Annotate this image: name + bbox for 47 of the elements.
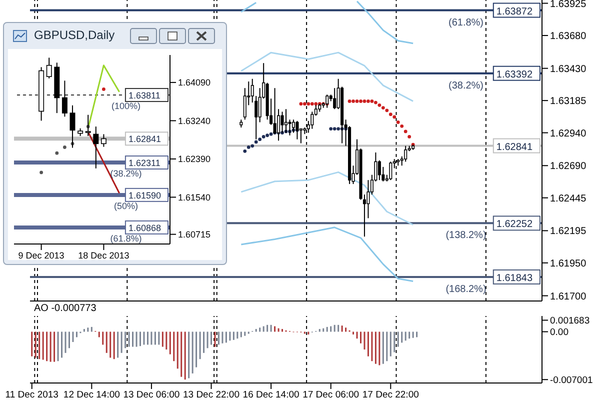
x-tick-label: 11 Dec 2013 (5, 390, 58, 400)
x-tick-label: 9 Dec 2013 (18, 250, 64, 260)
annotation: (61.8%) (110, 233, 142, 244)
y-tick-label: 1.62445 (550, 193, 587, 204)
annotation: (138.2%) (446, 230, 486, 242)
y-tick-label: 1.64090 (178, 78, 211, 88)
y-tick-label: 1.61950 (550, 258, 587, 270)
ref-line-label: 1.62311 (128, 158, 160, 168)
ref-line-label: 1.62841 (128, 134, 162, 144)
ref-line-label: 1.61590 (128, 190, 162, 200)
y-tick-label: 1.62690 (550, 161, 587, 172)
ref-line-label: 1.63872 (496, 6, 533, 18)
y-tick-label: 1.63185 (550, 96, 587, 108)
ref-line-label: 1.61843 (496, 272, 533, 284)
y-tick-label: 1.60715 (178, 230, 211, 240)
y-tick-label: 1.63680 (550, 31, 587, 42)
y-tick-label: 0.001683 (550, 316, 590, 327)
annotation: (50%) (114, 200, 138, 211)
y-tick-label: 1.63430 (550, 64, 587, 75)
annotation: (38.2%) (448, 80, 484, 92)
x-tick-label: 13 Dec 22:00 (183, 390, 240, 400)
y-tick-label: 1.63925 (550, 0, 587, 10)
x-tick-label: 16 Dec 14:00 (242, 390, 300, 400)
ref-line-label: 1.62841 (496, 142, 533, 153)
y-tick-label: 1.61700 (550, 291, 587, 302)
y-tick-label: 1.62940 (550, 128, 587, 140)
annotation: (100%) (111, 101, 141, 112)
x-tick-label: 18 Dec 2013 (78, 250, 130, 260)
x-tick-label: 17 Dec 22:00 (362, 390, 419, 400)
annotation: (61.8%) (448, 17, 484, 28)
x-tick-label: 13 Dec 06:00 (123, 390, 180, 400)
ref-line-label: 1.60868 (128, 222, 162, 233)
y-tick-label: -0.007001 (550, 374, 593, 386)
x-tick-label: 12 Dec 14:00 (63, 390, 120, 400)
y-tick-label: 1.63240 (178, 116, 211, 126)
ref-line-label: 1.62252 (496, 219, 533, 230)
annotation: (38.2%) (110, 168, 142, 179)
chart-title: GBPUSD,Daily (34, 28, 115, 42)
ref-line-label: 1.63392 (496, 69, 533, 80)
chart-title: AO -0.000773 (34, 303, 96, 315)
x-tick-label: 17 Dec 06:00 (302, 390, 360, 400)
y-tick-label: 0.00 (550, 327, 568, 338)
y-tick-label: 1.62390 (178, 154, 211, 164)
y-tick-label: 1.62195 (550, 226, 587, 238)
ref-line-label: 1.63811 (128, 90, 160, 101)
y-tick-label: 1.61540 (178, 192, 211, 202)
annotation: (168.2%) (446, 284, 486, 295)
